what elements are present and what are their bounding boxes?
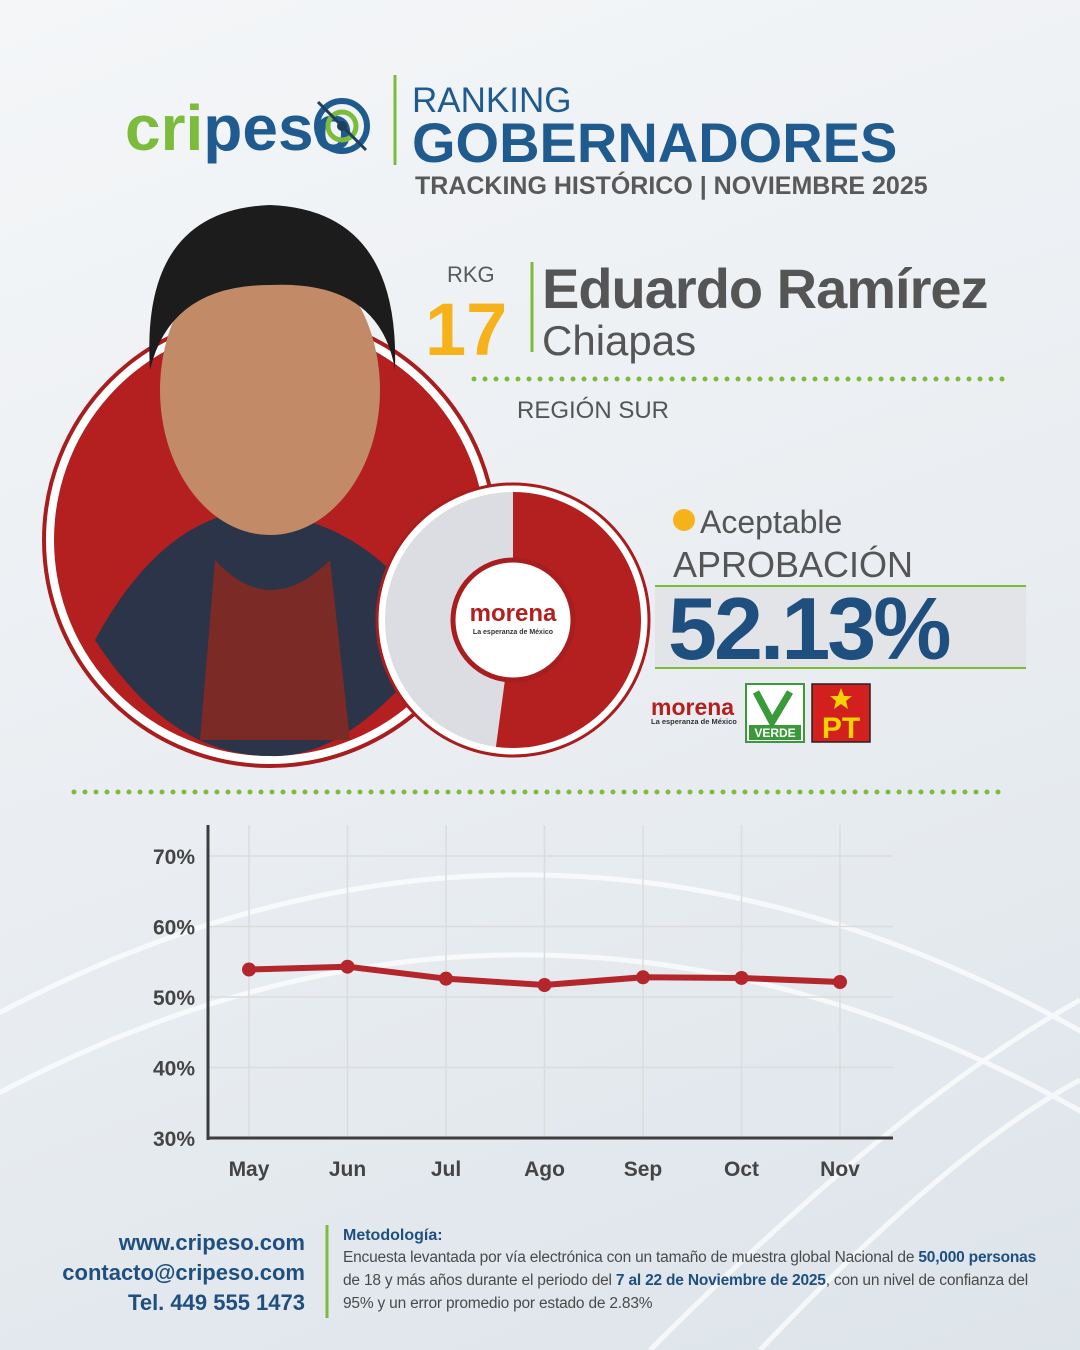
donut-rest xyxy=(385,492,513,747)
y-tick-label: 50% xyxy=(153,987,195,1010)
x-tick-label: Nov xyxy=(820,1158,860,1181)
logo-tagline: La esperanza de México xyxy=(473,629,553,636)
methodology-title: Metodología: xyxy=(343,1227,443,1244)
brand-target xyxy=(314,98,370,154)
methodology-segment: , con un nivel de confianza del 95% y un… xyxy=(343,1272,1029,1312)
candidate-state: Chiapas xyxy=(542,317,696,364)
y-tick-label: 30% xyxy=(153,1128,195,1151)
data-point xyxy=(537,978,552,993)
data-point xyxy=(439,971,453,986)
party-name: PT xyxy=(822,712,860,745)
methodology-segment: de 18 y más años durante el periodo del xyxy=(343,1272,616,1289)
header-title: GOBERNADORES xyxy=(412,111,897,174)
status-dot xyxy=(673,509,695,531)
party-logo-verde: VERDE xyxy=(745,683,805,743)
data-point xyxy=(340,959,355,974)
x-tick-label: Jun xyxy=(329,1158,366,1181)
methodology-text: Encuesta levantada por vía electrónica c… xyxy=(343,1246,1038,1315)
x-tick-label: Ago xyxy=(524,1158,565,1181)
rank-label: RKG xyxy=(447,262,495,287)
party-name: VERDE xyxy=(754,726,795,740)
footer-phone: Tel. 449 555 1473 xyxy=(128,1290,305,1315)
data-point xyxy=(636,970,650,985)
header-kicker: RANKING xyxy=(412,81,571,120)
footer-website: www.cripeso.com xyxy=(118,1230,305,1255)
candidate-region: REGIÓN SUR xyxy=(517,397,669,424)
brand-part: cri xyxy=(125,92,203,164)
methodology-segment: Encuesta levantada por vía electrónica c… xyxy=(343,1249,919,1266)
data-point xyxy=(242,962,256,977)
party-tagline: La esperanza de México xyxy=(651,717,737,726)
x-tick-label: May xyxy=(229,1158,270,1181)
approval-status: Aceptable xyxy=(700,504,842,540)
approval-value: 52.13% xyxy=(668,579,949,678)
methodology-highlight: 7 al 22 de Noviembre de 2025 xyxy=(615,1272,826,1289)
y-tick-label: 40% xyxy=(153,1058,195,1081)
donut-segment xyxy=(495,492,641,748)
header-subtitle: TRACKING HISTÓRICO | NOVIEMBRE 2025 xyxy=(415,170,928,200)
line-chart: May Jun Jul Ago Sep Oct Nov 30% 40% 50% 60% 70% xyxy=(153,825,893,1181)
logo-text: morena xyxy=(470,600,557,627)
rank-number: 17 xyxy=(425,288,507,371)
candidate-name: Eduardo Ramírez xyxy=(542,257,988,320)
y-tick-label: 70% xyxy=(153,846,195,869)
footer-email: contacto@cripeso.com xyxy=(62,1260,305,1285)
approval-label: APROBACIÓN xyxy=(673,544,913,585)
methodology-highlight: 50,000 personas xyxy=(918,1249,1036,1266)
approval-box xyxy=(655,586,1026,668)
data-point xyxy=(734,970,749,985)
x-tick-label: Sep xyxy=(624,1158,663,1181)
y-tick-label: 60% xyxy=(153,917,195,940)
data-point xyxy=(833,974,847,989)
party-logo-pt: PT xyxy=(811,683,871,745)
party-logo: morena xyxy=(651,694,734,720)
donut-logo: morena La esperanza de México xyxy=(450,557,576,683)
candidate-photo xyxy=(42,205,498,768)
x-tick-label: Jul xyxy=(431,1158,461,1181)
x-tick-label: Oct xyxy=(724,1158,759,1181)
